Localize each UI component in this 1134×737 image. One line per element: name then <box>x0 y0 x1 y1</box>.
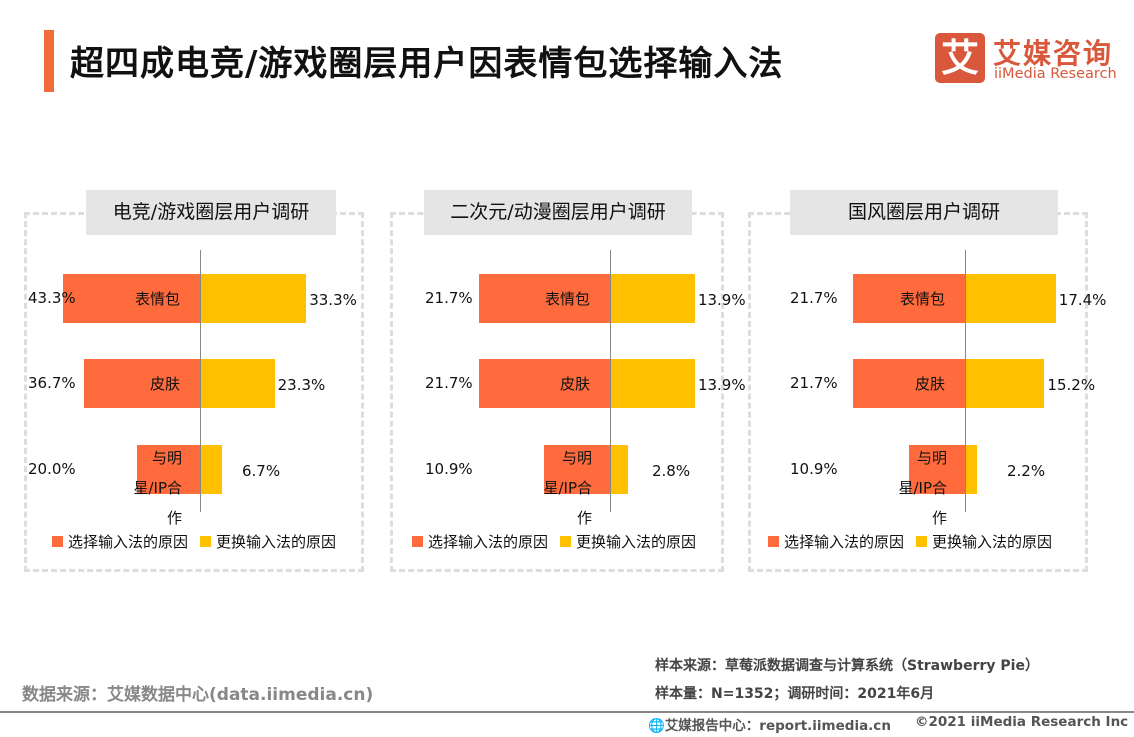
bar-choose <box>853 274 965 323</box>
legend-swatch <box>52 536 63 547</box>
legend-label: 更换输入法的原因 <box>216 533 337 551</box>
title-accent-bar <box>44 30 54 92</box>
page-title: 超四成电竞/游戏圈层用户因表情包选择输入法 <box>70 44 784 84</box>
legend: 选择输入法的原因 更换输入法的原因 <box>768 531 1052 552</box>
logo-cn: 艾媒咨询 <box>993 37 1114 70</box>
value-label-switch: 13.9% <box>697 291 746 309</box>
legend-label: 选择输入法的原因 <box>784 533 905 551</box>
legend-swatch <box>768 536 779 547</box>
bar-switch <box>966 445 978 494</box>
legend: 选择输入法的原因 更换输入法的原因 <box>52 531 336 552</box>
bar-choose <box>478 359 610 408</box>
center-axis <box>965 250 966 512</box>
chart-title: 电竞/游戏圈层用户调研 <box>86 190 336 235</box>
value-label-switch: 2.8% <box>652 462 691 480</box>
value-label-choose: 21.7% <box>425 289 473 307</box>
category-label: 与明星/IP合作 <box>898 449 947 527</box>
bar-choose <box>478 274 610 323</box>
center-axis <box>610 250 611 512</box>
category-label: 表情包 <box>134 290 180 308</box>
value-label-switch: 13.9% <box>697 376 746 394</box>
category-label: 皮肤 <box>149 375 180 393</box>
bar-switch <box>611 359 695 408</box>
sample-size: 样本量：N=1352；调研时间：2021年6月 <box>655 686 935 702</box>
legend-label: 选择输入法的原因 <box>68 533 189 551</box>
value-label-switch: 23.3% <box>277 376 326 394</box>
value-label-choose: 21.7% <box>790 289 838 307</box>
bar-switch <box>966 359 1045 408</box>
category-label: 与明星/IP合作 <box>543 449 592 527</box>
bar-choose <box>84 359 200 408</box>
copyright: ©2021 iiMedia Research Inc <box>915 714 1129 730</box>
chart-title: 国风圈层用户调研 <box>790 190 1058 235</box>
bar-choose <box>63 274 200 323</box>
category-label: 皮肤 <box>559 375 590 393</box>
bar-choose <box>908 445 965 494</box>
value-label-switch: 2.2% <box>1007 462 1046 480</box>
legend-swatch <box>412 536 423 547</box>
bar-switch <box>611 274 695 323</box>
value-label-switch: 6.7% <box>242 462 281 480</box>
value-label-choose: 36.7% <box>28 374 76 392</box>
sample-source: 样本来源：草莓派数据调查与计算系统（Strawberry Pie） <box>655 658 1039 674</box>
category-label: 皮肤 <box>914 375 945 393</box>
bar-switch <box>611 445 628 494</box>
value-label-choose: 10.9% <box>425 460 473 478</box>
bar-switch <box>966 274 1056 323</box>
value-label-choose: 10.9% <box>790 460 838 478</box>
bar-choose <box>136 445 200 494</box>
bar-switch <box>201 359 275 408</box>
value-label-choose: 21.7% <box>425 374 473 392</box>
legend-swatch <box>200 536 212 547</box>
bar-choose <box>853 359 965 408</box>
value-label-switch: 33.3% <box>309 291 357 309</box>
value-label-choose: 20.0% <box>28 460 76 478</box>
chart-title: 二次元/动漫圈层用户调研 <box>424 190 692 235</box>
legend-label: 更换输入法的原因 <box>932 533 1053 551</box>
value-label-switch: 17.4% <box>1058 291 1107 309</box>
data-source: 数据来源：艾媒数据中心(data.iimedia.cn) <box>22 685 374 705</box>
footer-divider <box>0 711 1134 713</box>
value-label-switch: 15.2% <box>1047 376 1096 394</box>
category-label: 表情包 <box>899 290 945 308</box>
legend: 选择输入法的原因 更换输入法的原因 <box>412 531 696 552</box>
legend-swatch <box>560 536 572 547</box>
category-label: 表情包 <box>544 290 590 308</box>
logo-mark: 艾 <box>935 33 985 83</box>
center-axis <box>200 250 201 512</box>
logo-en: iiMedia Research <box>994 66 1117 82</box>
category-label: 与明星/IP合作 <box>133 449 182 527</box>
globe-icon: 🌐 <box>648 718 665 734</box>
bar-switch <box>201 274 307 323</box>
bar-switch <box>201 445 223 494</box>
value-label-choose: 21.7% <box>790 374 838 392</box>
legend-label: 选择输入法的原因 <box>428 533 549 551</box>
legend-label: 更换输入法的原因 <box>576 533 697 551</box>
legend-swatch <box>916 536 928 547</box>
value-label-choose: 43.3% <box>28 289 76 307</box>
bar-choose <box>544 445 610 494</box>
report-center: 🌐艾媒报告中心：report.iimedia.cn <box>648 718 891 734</box>
